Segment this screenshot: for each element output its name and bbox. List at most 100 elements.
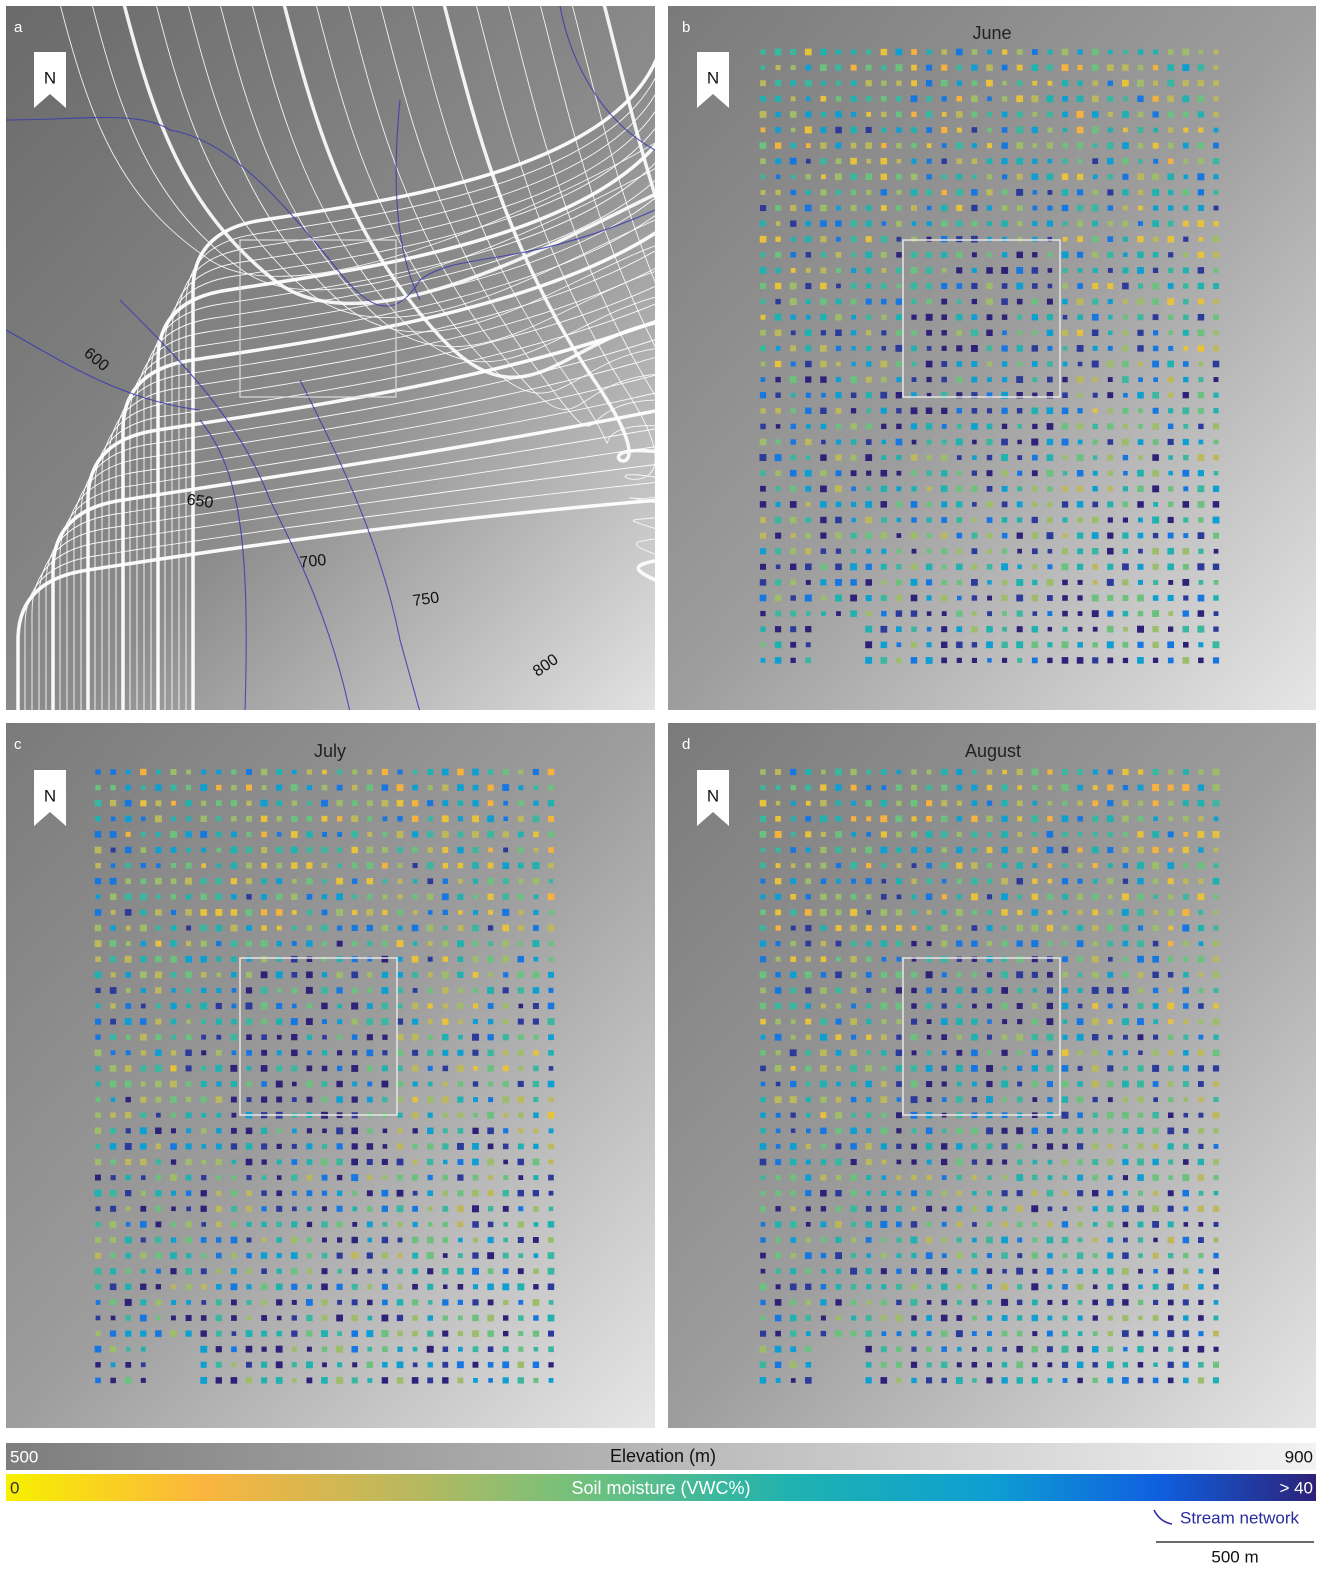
sample-point: [927, 533, 932, 538]
sample-point: [1077, 1175, 1083, 1181]
sample-point: [851, 1222, 856, 1227]
sample-point: [972, 440, 977, 445]
sample-point: [835, 485, 842, 492]
sample-point: [760, 548, 766, 554]
sample-point: [987, 1159, 993, 1165]
sample-point: [292, 770, 297, 775]
sample-point: [851, 1331, 857, 1337]
sample-point: [216, 785, 221, 790]
sample-point: [1213, 595, 1219, 601]
sample-point: [1107, 1253, 1113, 1259]
sample-point: [322, 972, 327, 977]
sample-point: [851, 832, 856, 837]
sample-point: [412, 831, 418, 837]
sample-point: [1123, 206, 1128, 211]
sample-point: [806, 1113, 811, 1118]
sample-point: [457, 1050, 463, 1056]
sample-point: [261, 800, 268, 807]
sample-point: [1002, 361, 1007, 366]
sample-point: [1062, 988, 1068, 994]
sample-point: [1153, 1050, 1159, 1056]
sample-point: [518, 1113, 523, 1118]
sample-point: [942, 1129, 947, 1134]
sample-point: [941, 361, 947, 367]
sample-point: [1213, 1003, 1218, 1008]
sample-point: [1062, 189, 1069, 196]
sample-point: [912, 221, 917, 226]
sample-point: [1017, 1143, 1023, 1149]
sample-point: [322, 941, 327, 946]
sample-point: [987, 221, 992, 226]
sample-point: [306, 1315, 312, 1321]
sample-point: [836, 879, 841, 884]
sample-point: [472, 1034, 479, 1041]
sample-point: [761, 1082, 766, 1087]
sample-point: [1107, 941, 1113, 947]
sample-point: [881, 1268, 887, 1274]
sample-point: [1183, 252, 1188, 257]
sample-point: [1077, 189, 1083, 195]
sample-point: [261, 847, 267, 853]
sample-point: [806, 580, 811, 585]
sample-point: [1123, 253, 1128, 258]
sample-point: [96, 1331, 101, 1336]
sample-point: [1017, 501, 1023, 507]
sample-point: [171, 785, 177, 791]
sample-point: [1031, 95, 1038, 102]
sample-point: [896, 127, 901, 132]
sample-point: [972, 127, 978, 133]
sample-point: [156, 1300, 162, 1306]
sample-point: [1198, 1097, 1203, 1102]
sample-point: [941, 642, 947, 648]
sample-point: [472, 1252, 478, 1258]
sample-point: [926, 847, 932, 853]
sample-point: [201, 1081, 207, 1087]
sample-point: [986, 626, 993, 633]
sample-point: [382, 956, 389, 963]
sample-point: [851, 80, 857, 86]
sample-point: [972, 518, 977, 523]
sample-point: [1153, 595, 1159, 601]
sample-point: [457, 1268, 464, 1275]
sample-point: [866, 1377, 872, 1383]
sample-point: [201, 972, 207, 978]
sample-point: [896, 330, 902, 336]
sample-point: [850, 595, 857, 602]
sample-point: [322, 1097, 328, 1103]
sample-point: [533, 1097, 538, 1102]
sample-point: [761, 315, 766, 320]
sample-point: [413, 1191, 418, 1196]
sample-point: [790, 470, 797, 477]
sample-point: [291, 956, 298, 963]
sample-point: [322, 910, 328, 916]
sample-point: [1213, 972, 1220, 979]
sample-point: [171, 972, 176, 977]
stream-legend: Stream network: [1180, 1508, 1300, 1527]
sample-point: [761, 658, 766, 663]
sample-point: [412, 1377, 419, 1384]
sample-point: [126, 1128, 131, 1133]
sample-point: [1002, 627, 1007, 632]
sample-point: [775, 268, 781, 274]
sample-point: [987, 1191, 992, 1196]
sample-point: [1183, 941, 1189, 947]
sample-point: [790, 1237, 796, 1243]
sample-point: [1167, 1003, 1174, 1010]
sample-point: [957, 299, 962, 304]
sample-point: [1078, 832, 1083, 837]
sample-point: [261, 1315, 267, 1321]
sample-point: [942, 972, 947, 977]
sample-point: [941, 831, 948, 838]
sample-point: [1092, 532, 1099, 539]
sample-point: [261, 925, 266, 930]
sample-point: [1168, 1097, 1173, 1102]
sample-point: [1214, 190, 1219, 195]
sample-point: [201, 1144, 206, 1149]
sample-point: [805, 941, 811, 947]
sample-point: [141, 1378, 146, 1383]
sample-point: [896, 580, 902, 586]
sample-point: [821, 1316, 826, 1321]
sample-point: [1198, 111, 1204, 117]
sample-point: [760, 96, 766, 102]
sample-point: [1152, 956, 1159, 963]
